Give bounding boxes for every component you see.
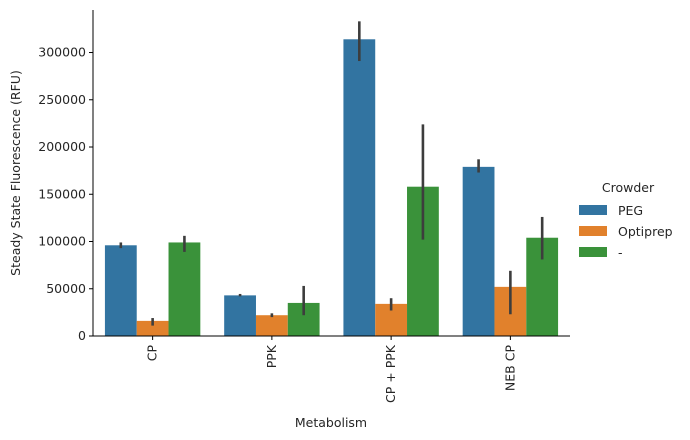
bar--0 <box>168 242 201 336</box>
y-tick-label: 150000 <box>38 186 86 201</box>
legend-entry: - <box>618 245 623 260</box>
legend-entry: PEG <box>618 203 643 218</box>
x-tick-label: CP <box>145 345 160 362</box>
y-tick-label: 200000 <box>38 139 86 154</box>
bar-optiprep-0 <box>136 320 169 336</box>
bar-peg-1 <box>224 295 256 336</box>
y-ticks: 0 50000 100000 150000 200000 250000 300000 <box>38 45 93 343</box>
legend-swatch <box>579 226 607 236</box>
y-tick-label: 0 <box>78 328 86 343</box>
y-tick-label: 250000 <box>38 92 86 107</box>
axes-layer <box>92 10 570 337</box>
legend-swatch <box>579 205 607 215</box>
legend-title: Crowder <box>602 180 655 195</box>
x-tick-label: CP + PPK <box>383 344 398 403</box>
y-tick-label: 100000 <box>38 234 86 249</box>
error-bars-layer <box>119 21 544 326</box>
legend-entry: Optiprep <box>618 224 673 239</box>
y-tick-label: 50000 <box>46 281 86 296</box>
legend-swatch <box>579 247 607 257</box>
x-tick-label: NEB CP <box>502 345 517 392</box>
y-tick-label: 300000 <box>38 45 86 60</box>
bar-peg-2 <box>343 39 376 336</box>
bar-peg-0 <box>104 245 137 336</box>
x-ticks: CP PPK CP + PPK NEB CP <box>145 336 517 403</box>
x-axis-label: Metabolism <box>295 415 367 430</box>
x-tick-label: PPK <box>264 344 279 368</box>
bar-optiprep-1 <box>255 315 288 336</box>
y-axis-label: Steady State Fluorescence (RFU) <box>8 70 23 276</box>
bar-peg-3 <box>462 166 495 336</box>
legend: Crowder PEG Optiprep - <box>579 180 673 260</box>
bars-layer <box>104 39 559 336</box>
